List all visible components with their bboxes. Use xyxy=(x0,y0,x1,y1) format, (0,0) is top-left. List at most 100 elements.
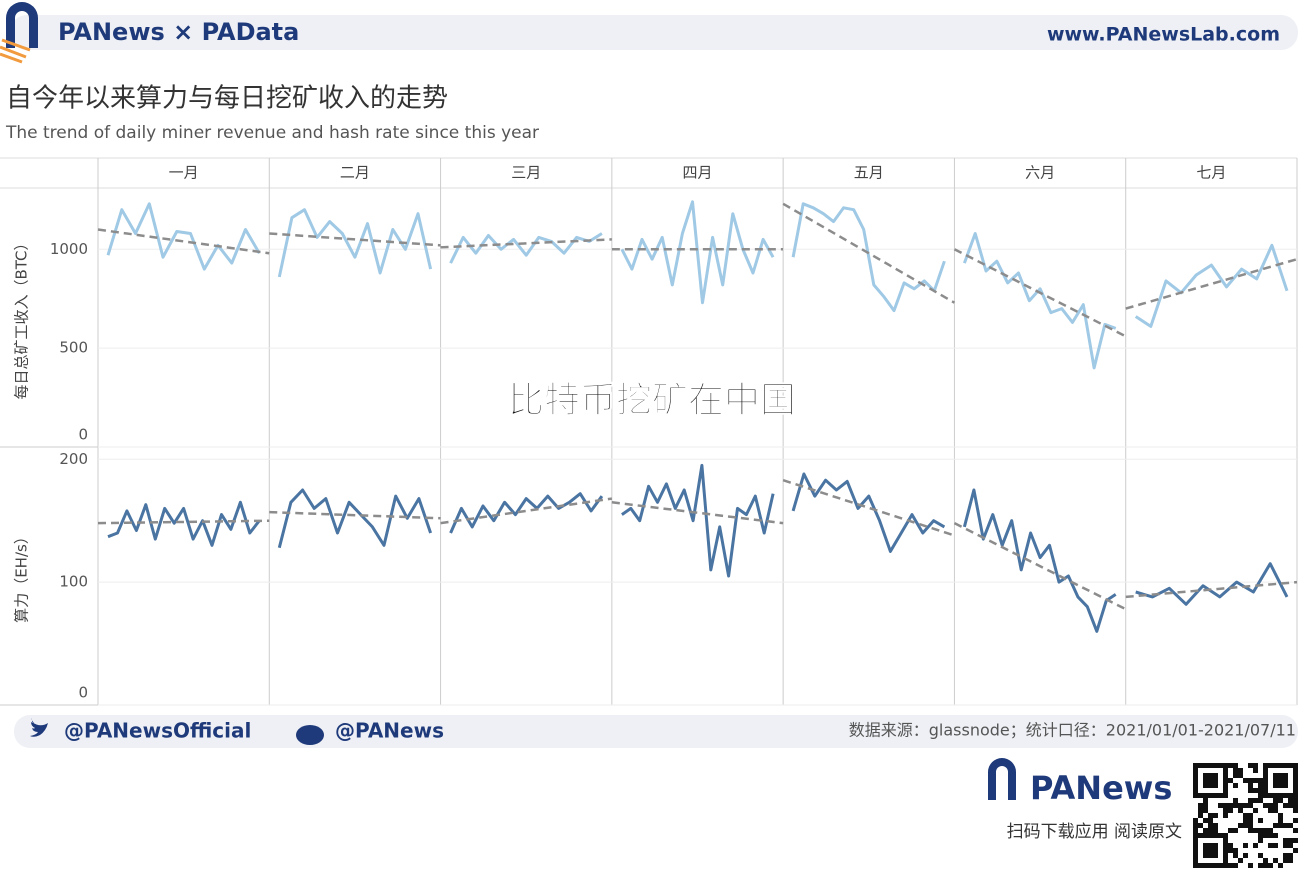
trend-line xyxy=(269,232,441,247)
y-tick-label: 100 xyxy=(59,573,88,591)
qr-cell xyxy=(1243,813,1248,818)
qr-cell xyxy=(1198,833,1203,838)
footer-bar xyxy=(14,715,1298,748)
qr-cell xyxy=(1193,793,1198,798)
qr-cell xyxy=(1293,818,1298,823)
qr-cell xyxy=(1193,828,1198,833)
qr-cell xyxy=(1258,838,1263,843)
qr-cell xyxy=(1193,773,1198,778)
qr-cell xyxy=(1203,793,1208,798)
qr-cell xyxy=(1193,818,1198,823)
trend-line xyxy=(1125,257,1298,310)
qr-cell xyxy=(1223,803,1228,808)
qr-cell xyxy=(1213,793,1218,798)
qr-cell xyxy=(1248,813,1253,818)
qr-cell xyxy=(1283,793,1288,798)
qr-cell xyxy=(1273,833,1278,838)
qr-cell xyxy=(1258,788,1263,793)
qr-cell xyxy=(1238,808,1243,813)
qr-cell xyxy=(1213,863,1218,868)
qr-cell xyxy=(1263,793,1268,798)
qr-cell xyxy=(1278,863,1283,868)
qr-cell xyxy=(1258,798,1263,803)
qr-cell xyxy=(1193,848,1198,853)
qr-cell xyxy=(1273,843,1278,848)
qr-cell xyxy=(1258,793,1263,798)
qr-cell xyxy=(1213,763,1218,768)
qr-cell xyxy=(1278,813,1283,818)
qr-cell xyxy=(1233,853,1238,858)
qr-cell xyxy=(1253,778,1258,783)
qr-cell xyxy=(1293,793,1298,798)
qr-cell xyxy=(1263,833,1268,838)
qr-cell xyxy=(1288,798,1293,803)
qr-cell xyxy=(1223,813,1228,818)
qr-cell xyxy=(1233,773,1238,778)
qr-cell xyxy=(1248,788,1253,793)
trend-line xyxy=(440,238,612,249)
qr-cell xyxy=(1193,778,1198,783)
qr-cell xyxy=(1278,773,1283,778)
qr-cell xyxy=(1223,763,1228,768)
series-line xyxy=(791,202,946,313)
qr-cell xyxy=(1263,783,1268,788)
qr-cell xyxy=(1203,818,1208,823)
qr-cell xyxy=(1273,858,1278,863)
qr-cell xyxy=(1238,773,1243,778)
qr-cell xyxy=(1218,803,1223,808)
qr-cell xyxy=(1238,768,1243,773)
qr-cell xyxy=(1278,798,1283,803)
overlay-title: 比特币挖矿在中国 xyxy=(508,380,796,421)
series-line xyxy=(449,232,603,264)
trend-line xyxy=(97,519,270,525)
qr-cell xyxy=(1208,773,1213,778)
qr-cell xyxy=(1253,828,1258,833)
qr-cell xyxy=(1223,833,1228,838)
qr-cell xyxy=(1203,803,1208,808)
qr-cell xyxy=(1193,838,1198,843)
qr-cell xyxy=(1193,788,1198,793)
qr-cell xyxy=(1293,778,1298,783)
qr-cell xyxy=(1193,833,1198,838)
qr-cell xyxy=(1253,763,1258,768)
series-line xyxy=(277,488,433,549)
qr-cell xyxy=(1248,798,1253,803)
qr-cell xyxy=(1203,783,1208,788)
qr-cell xyxy=(1283,763,1288,768)
qr-cell xyxy=(1288,803,1293,808)
qr-cell xyxy=(1208,823,1213,828)
app-logo xyxy=(988,758,1016,800)
twitter: @PANewsOfficial xyxy=(64,719,251,743)
qr-cell xyxy=(1223,843,1228,848)
qr-cell xyxy=(1223,778,1228,783)
qr-cell xyxy=(1228,778,1233,783)
qr-cell xyxy=(1208,783,1213,788)
qr-cell xyxy=(1273,783,1278,788)
facet-label: 六月 xyxy=(1025,164,1055,182)
qr-cell xyxy=(1283,803,1288,808)
qr-cell xyxy=(1288,823,1293,828)
qr-cell xyxy=(1268,843,1273,848)
qr-cell xyxy=(1203,773,1208,778)
qr-cell xyxy=(1208,813,1213,818)
qr-cell xyxy=(1278,783,1283,788)
qr-cell xyxy=(1248,863,1253,868)
qr-cell xyxy=(1203,798,1208,803)
qr-cell xyxy=(1293,773,1298,778)
series-line xyxy=(1134,243,1289,328)
qr-cell xyxy=(1268,833,1273,838)
qr-cell xyxy=(1253,808,1258,813)
series-line xyxy=(962,488,1117,633)
qr-cell xyxy=(1223,773,1228,778)
app-text: 扫码下载应用 阅读原文 xyxy=(1007,822,1182,842)
qr-cell xyxy=(1223,858,1228,863)
qr-cell xyxy=(1293,788,1298,793)
qr-cell xyxy=(1263,763,1268,768)
qr-cell xyxy=(1213,823,1218,828)
series-line xyxy=(620,200,775,305)
qr-cell xyxy=(1248,823,1253,828)
trend-line xyxy=(953,522,1127,611)
qr-cell xyxy=(1223,768,1228,773)
